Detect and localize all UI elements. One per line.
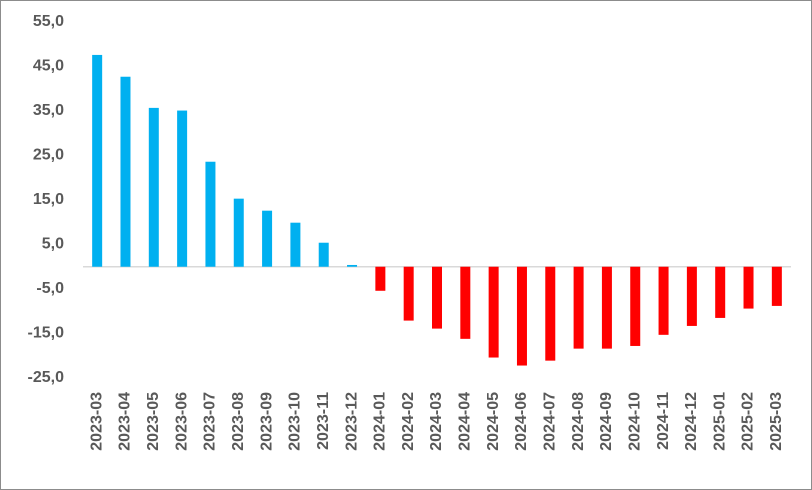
bar: [120, 76, 131, 267]
y-tick-label: 25,0: [33, 147, 64, 164]
bar: [375, 266, 386, 291]
bar: [403, 266, 414, 321]
x-tick-label: 2024-10: [626, 392, 643, 451]
y-tick-label: 15,0: [33, 191, 64, 208]
y-tick-label: -5,0: [36, 280, 64, 297]
bar: [460, 266, 471, 339]
bar: [545, 266, 556, 361]
x-tick-label: 2024-08: [570, 392, 587, 451]
bar: [262, 210, 273, 267]
x-tick-label: 2023-06: [173, 392, 190, 451]
bar: [743, 266, 754, 309]
y-tick-label: 35,0: [33, 102, 64, 119]
bar: [92, 54, 103, 267]
x-tick-label: 2024-06: [513, 392, 530, 451]
y-tick-label: 5,0: [42, 236, 64, 253]
bar: [177, 110, 188, 267]
x-tick-label: 2024-01: [372, 392, 389, 451]
x-tick-label: 2023-09: [258, 392, 275, 451]
x-tick-label: 2025-03: [768, 392, 785, 451]
x-tick-label: 2023-05: [145, 392, 162, 451]
y-tick-label: -25,0: [28, 369, 65, 386]
bar: [715, 266, 726, 318]
x-tick-label: 2024-09: [598, 392, 615, 451]
bar: [318, 242, 329, 267]
bar: [771, 266, 782, 306]
bar: [516, 266, 527, 366]
bar: [233, 198, 244, 267]
x-tick-label: 2023-04: [117, 392, 134, 451]
x-tick-label: 2024-12: [683, 392, 700, 451]
x-tick-label: 2023-07: [202, 392, 219, 451]
y-tick-label: 45,0: [33, 58, 64, 75]
bar: [290, 222, 301, 267]
y-tick-label: 55,0: [33, 13, 64, 30]
x-tick-label: 2024-05: [485, 392, 502, 451]
x-tick-label: 2023-11: [315, 392, 332, 450]
x-tick-label: 2023-12: [343, 392, 360, 451]
y-tick-label: -15,0: [28, 325, 65, 342]
bar: [601, 266, 612, 349]
bar: [347, 264, 358, 267]
bar: [205, 161, 216, 267]
x-tick-label: 2024-03: [428, 392, 445, 451]
bar: [148, 107, 159, 267]
x-tick-label: 2024-04: [457, 392, 474, 451]
x-tick-label: 2024-02: [400, 392, 417, 451]
x-tick-label: 2023-10: [287, 392, 304, 451]
x-tick-label: 2024-07: [541, 392, 558, 451]
x-tick-label: 2025-02: [740, 392, 757, 451]
bar: [488, 266, 499, 358]
x-tick-label: 2025-01: [711, 392, 728, 451]
bar: [432, 266, 442, 329]
x-tick-label: 2023-03: [88, 392, 105, 451]
x-tick-label: 2024-11: [655, 392, 672, 450]
bar: [630, 266, 641, 346]
bar: [573, 266, 584, 349]
bar: [658, 266, 669, 335]
bar: [686, 266, 697, 326]
x-tick-label: 2023-08: [230, 392, 247, 451]
